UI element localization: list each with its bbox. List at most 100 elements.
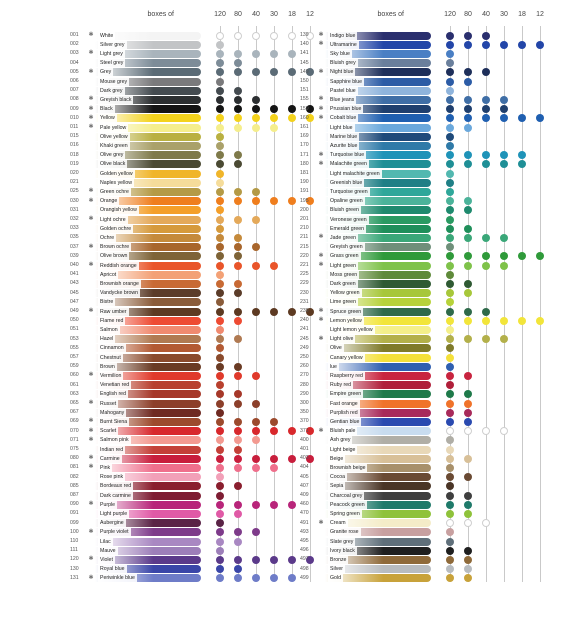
availability-dot <box>464 206 472 215</box>
pencil-code: 005 <box>70 68 79 75</box>
pencil-row: 047 Bistre <box>70 298 325 307</box>
availability-dot <box>464 473 472 482</box>
availability-dot <box>306 197 314 206</box>
pencil-swatch: Purple violet <box>95 528 201 537</box>
availability-dot <box>464 68 472 77</box>
pencil-name: Light purple <box>98 509 130 518</box>
pencil-code: 043 <box>70 280 79 287</box>
pencil-code: 493 <box>300 528 309 535</box>
pencil-name: Hazel <box>98 335 116 344</box>
pencil-code: 190 <box>300 179 309 186</box>
availability-dot <box>216 206 224 215</box>
availability-dot <box>252 243 260 252</box>
pencil-swatch: Beige <box>325 454 431 463</box>
pencil-swatch: Golden ochre <box>95 224 201 233</box>
pencil-swatch: Bistre <box>95 298 201 307</box>
pencil-row: 200 Bluish green <box>300 206 555 215</box>
availability-dot <box>446 371 454 380</box>
pencil-swatch: Jade green <box>325 233 431 242</box>
availability-dot <box>446 565 454 574</box>
pencil-code: 120 <box>70 556 79 563</box>
pencil-row: 025 ✱ Green ochre <box>70 187 325 196</box>
pencil-swatch: Turquoise blue <box>325 151 431 160</box>
pencil-code: 145 <box>300 59 309 66</box>
pencil-name: Beige <box>328 454 346 463</box>
pencil-name: Olive grey <box>98 151 126 160</box>
availability-dot <box>464 574 472 583</box>
availability-dot <box>464 390 472 399</box>
pencil-row: 231 Lime green <box>300 298 555 307</box>
pencil-name: Canary yellow <box>328 353 365 362</box>
pencil-name: Mouse grey <box>98 77 130 86</box>
availability-dot <box>446 436 454 445</box>
pencil-name: Vermilion <box>98 371 124 380</box>
pencil-name: Ash grey <box>328 436 353 445</box>
availability-dot <box>234 500 242 509</box>
availability-dot <box>518 316 526 325</box>
availability-dot <box>252 68 260 77</box>
availability-dot <box>518 151 526 160</box>
availability-dot <box>234 160 242 169</box>
pencil-swatch: Greyish green <box>325 243 431 252</box>
availability-dot <box>446 353 454 362</box>
pencil-swatch: Moss green <box>325 270 431 279</box>
pencil-swatch: Olive black <box>95 160 201 169</box>
pencil-code: 111 <box>70 547 78 554</box>
pencil-row: 211 ✱ Jade green <box>300 233 555 242</box>
pencil-swatch: Sapphire blue <box>325 77 431 86</box>
availability-dot <box>306 307 314 316</box>
availability-dot <box>446 491 454 500</box>
availability-dot <box>216 482 224 491</box>
pencil-name: English red <box>98 390 128 399</box>
asterisk-icon: ✱ <box>88 436 94 443</box>
pencil-name: Silver grey <box>98 40 127 49</box>
pencil-swatch: Khaki green <box>95 141 201 150</box>
pencil-name: Lilac <box>98 537 113 546</box>
availability-dot <box>536 40 544 49</box>
availability-dot <box>234 261 242 270</box>
availability-dot <box>446 270 454 279</box>
asterisk-icon: ✱ <box>88 556 94 563</box>
pencil-swatch: Grass green <box>325 252 431 261</box>
pencil-name: Opaline green <box>328 197 365 206</box>
availability-dot <box>446 344 454 353</box>
pencil-code: 067 <box>70 409 79 416</box>
pencil-code: 231 <box>300 298 309 305</box>
availability-dot <box>306 68 314 77</box>
pencil-row: 249 Olive <box>300 344 555 353</box>
pencil-code: 040 <box>70 262 79 268</box>
pencil-name: Violet <box>98 555 115 564</box>
availability-dot <box>216 371 224 380</box>
pencil-swatch: Lilac <box>95 537 201 546</box>
pencil-name: lue <box>328 362 339 371</box>
availability-dot <box>234 215 242 224</box>
availability-dot <box>464 500 472 509</box>
pencil-swatch: Dark carmine <box>95 491 201 500</box>
pencil-row: 401 Light beige <box>300 445 555 454</box>
pencil-row: 241 Light lemon yellow <box>300 325 555 334</box>
pencil-name: Silver <box>328 565 345 574</box>
availability-dot <box>252 463 260 472</box>
availability-dot <box>306 31 314 40</box>
availability-dot <box>234 105 242 114</box>
availability-dot <box>216 187 224 196</box>
pencil-code: 491 <box>300 519 309 526</box>
pencil-code: 041 <box>70 271 79 278</box>
pencil-swatch: Greenish blue <box>325 178 431 187</box>
pencil-code: 059 <box>70 363 79 370</box>
pencil-swatch: Malachite green <box>325 160 431 169</box>
pencil-swatch: Lime green <box>325 298 431 307</box>
pencil-name: Royal blue <box>98 565 127 574</box>
availability-dot <box>446 31 454 40</box>
availability-dot <box>216 546 224 555</box>
pencil-name: Green ochre <box>98 187 131 196</box>
pencil-name: Greenish blue <box>328 178 365 187</box>
pencil-swatch: Olive grey <box>95 151 201 160</box>
pencil-name: Bluish pale <box>328 427 358 436</box>
pencil-name: Dark carmine <box>98 491 133 500</box>
pencil-row: 250 Canary yellow <box>300 353 555 362</box>
availability-dot <box>446 390 454 399</box>
availability-dot <box>482 307 490 316</box>
pencil-name: Cinnamon <box>98 344 126 353</box>
availability-dot <box>234 114 242 123</box>
